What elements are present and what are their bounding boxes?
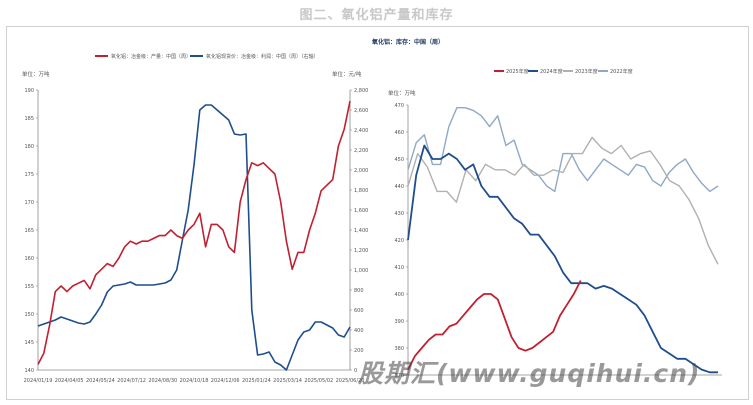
legend-label-production: 氧化铝：冶金级：产量：中国（周）: [111, 53, 191, 60]
left-y-tick-label: 145: [24, 340, 34, 346]
series-line-2023: [407, 136, 719, 265]
x-tick-label: 2024/10/18: [180, 378, 209, 384]
left-y-tick-label: 140: [24, 368, 34, 374]
right-y-tick-label: 2,200: [354, 148, 368, 154]
right-panel-title: 氧化铝：库存：中国（周）: [372, 39, 445, 46]
right-chart-y-tick-label: 430: [394, 211, 404, 217]
legend-label-profit: 氧化铝现货价：冶金级：利润：中国（周）（右轴）: [206, 53, 319, 60]
left-y-tick-label: 150: [24, 312, 34, 318]
right-y-tick-label: 200: [354, 348, 364, 354]
right-y-tick-label: 2,000: [354, 168, 368, 174]
legend-label-2023: 2023年度: [575, 68, 598, 75]
x-tick-label: 2025/05/02: [304, 378, 333, 384]
watermark: 股期汇(www.guqihui.cn): [358, 359, 701, 388]
right-y-tick-label: 600: [354, 308, 364, 314]
right-y-tick-label: 1,800: [354, 188, 368, 194]
right-chart-y-tick-label: 420: [394, 238, 404, 244]
right-chart-y-tick-label: 450: [394, 157, 404, 163]
left-y-tick-label: 190: [24, 88, 34, 94]
right-chart-y-tick-label: 470: [394, 103, 404, 109]
x-tick-label: 2024/04/05: [55, 378, 84, 384]
left-y-tick-label: 175: [24, 172, 34, 178]
right-chart-y-tick-label: 460: [394, 130, 404, 136]
right-y-tick-label: 1,600: [354, 208, 368, 214]
series-line-2025: [407, 280, 582, 371]
chart-frame: [6, 26, 749, 400]
right-y-tick-label: 2,600: [354, 108, 368, 114]
legend-label-2022: 2022年度: [610, 68, 633, 75]
x-tick-label: 2024/07/12: [117, 378, 146, 384]
right-y-tick-label: 1,200: [354, 248, 368, 254]
right-y-tick-label: 1,400: [354, 228, 368, 234]
left-y-tick-label: 155: [24, 284, 34, 290]
right-y-tick-label: 400: [354, 328, 364, 334]
left-y-tick-label: 165: [24, 228, 34, 234]
left-y-tick-label: 160: [24, 256, 34, 262]
right-chart-y-tick-label: 380: [394, 346, 404, 352]
x-tick-label: 2025/01/24: [242, 378, 271, 384]
right-axis-unit-label: 单位：元/吨: [332, 70, 362, 78]
right-chart-y-tick-label: 440: [394, 184, 404, 190]
right-chart-y-tick-label: 400: [394, 292, 404, 298]
x-tick-label: 2024/01/19: [24, 378, 53, 384]
right-chart-y-tick-label: 370: [394, 373, 404, 379]
left-y-tick-label: 170: [24, 200, 34, 206]
figure-title: 图二、氧化铝产量和库存: [299, 8, 454, 23]
left-axis-unit-label: 单位：万吨: [22, 70, 50, 78]
x-tick-label: 2025/03/14: [273, 378, 302, 384]
right-y-tick-label: 2,400: [354, 128, 368, 134]
right-y-tick-label: 2,800: [354, 88, 368, 94]
x-tick-label: 2024/05/24: [86, 378, 115, 384]
right-chart-unit-label: 单位：万吨: [388, 89, 416, 97]
series-line-profit: [37, 104, 351, 371]
x-tick-label: 2024/12/06: [211, 378, 240, 384]
series-line-2022: [407, 107, 719, 193]
legend-label-2024: 2024年度: [540, 68, 563, 75]
series-line-2024: [407, 144, 718, 374]
left-y-tick-label: 180: [24, 144, 34, 150]
right-y-tick-label: 800: [354, 288, 364, 294]
right-chart-y-tick-label: 410: [394, 265, 404, 271]
right-y-tick-label: 0: [354, 368, 357, 374]
x-tick-label: 2025/06/20: [336, 378, 365, 384]
left-y-tick-label: 185: [24, 116, 34, 122]
legend-label-2025: 2025年度: [506, 68, 529, 75]
right-y-tick-label: 1,000: [354, 268, 368, 274]
x-tick-label: 2024/08/30: [148, 378, 177, 384]
series-line-production: [37, 101, 351, 365]
right-chart-y-tick-label: 390: [394, 319, 404, 325]
